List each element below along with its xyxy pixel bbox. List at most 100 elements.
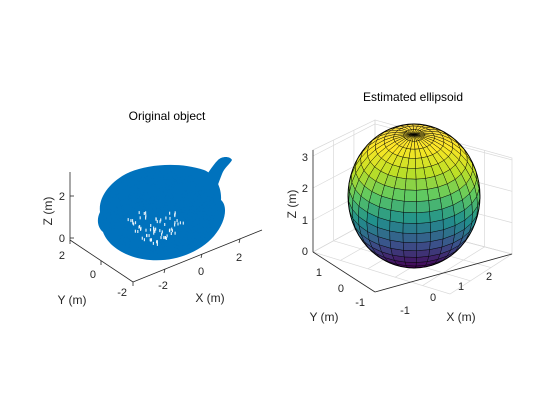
teapot-point (163, 210, 168, 214)
teapot-point (160, 174, 164, 178)
teapot-gap (145, 228, 147, 232)
teapot-point (145, 216, 150, 220)
teapot-point (174, 176, 178, 180)
teapot-point (138, 221, 142, 225)
teapot-point (127, 182, 131, 187)
teapot-point (159, 168, 164, 172)
teapot-point (192, 190, 197, 195)
teapot-point (170, 178, 174, 182)
teapot-point (171, 180, 175, 185)
teapot-point (188, 187, 192, 191)
teapot-point (207, 216, 211, 221)
teapot-point (194, 213, 198, 218)
xlabel-right: X (m) (446, 310, 475, 324)
teapot-point (195, 181, 199, 185)
teapot-point (133, 173, 137, 177)
teapot-point (210, 197, 214, 201)
axis-lines-left (69, 172, 263, 283)
teapot-point (190, 233, 194, 237)
teapot-gap (145, 216, 147, 220)
teapot-gap (165, 237, 167, 240)
y-tick-label-r1: 0 (338, 283, 344, 295)
teapot-gap (134, 229, 136, 233)
teapot-gap (176, 219, 178, 223)
teapot-point (146, 176, 150, 181)
teapot-point (184, 194, 188, 198)
teapot-point (114, 225, 118, 229)
teapot-point (179, 204, 183, 208)
teapot-point (167, 170, 171, 174)
teapot-point (143, 173, 148, 178)
teapot-point (140, 217, 144, 221)
teapot-point (133, 208, 137, 212)
teapot-point (171, 170, 175, 175)
teapot-point-cloud (97, 157, 232, 261)
teapot-point (155, 232, 159, 236)
teapot-gap (146, 234, 148, 238)
teapot-point (213, 218, 217, 222)
zlabel-left: Z (m) (41, 197, 55, 226)
teapot-gap (168, 229, 171, 233)
teapot-gap (153, 231, 155, 235)
teapot-point (126, 201, 130, 205)
ellipsoid-face (402, 222, 418, 234)
teapot-point (115, 234, 119, 238)
teapot-gap (161, 232, 163, 236)
ellipsoid-face (405, 167, 417, 180)
ellipsoid-face (392, 187, 406, 202)
teapot-point (199, 206, 204, 210)
teapot-point (160, 244, 164, 248)
teapot-point (175, 203, 179, 207)
teapot-gap (148, 234, 150, 238)
z-tick-label-r0: 0 (302, 246, 308, 258)
teapot-point (182, 237, 187, 242)
axis-lines-right (312, 150, 513, 293)
ellipsoid-face (416, 241, 431, 251)
x-tick-label-2: 2 (236, 252, 242, 264)
teapot-point (171, 237, 175, 241)
teapot-point (141, 175, 145, 179)
teapot-point (135, 202, 140, 207)
teapot-point (176, 241, 180, 245)
teapot-point (107, 208, 112, 213)
teapot-point (166, 205, 170, 210)
teapot-point (131, 183, 135, 187)
x-tick-neg2 (163, 268, 166, 274)
teapot-point (158, 195, 162, 199)
teapot-point (115, 184, 119, 189)
teapot-gap (140, 227, 142, 231)
teapot-gap (130, 219, 132, 223)
teapot-point (133, 185, 138, 189)
teapot-point (113, 219, 118, 223)
zlabel-right: Z (m) (285, 190, 299, 219)
teapot-point (117, 180, 122, 184)
teapot-point (123, 218, 127, 222)
xlabel-left: X (m) (195, 291, 224, 305)
teapot-point (194, 178, 198, 182)
z-tick-label-r2: 2 (302, 183, 308, 195)
axes-original-object: Original object 0 2 2 0 -2 -2 0 2 Z (m) (41, 109, 263, 307)
teapot-gap (163, 236, 165, 240)
ellipsoid-face (403, 256, 417, 263)
teapot-point (134, 215, 138, 219)
teapot-point (131, 210, 135, 214)
teapot-point (145, 231, 149, 236)
teapot-point (135, 195, 140, 199)
teapot-point (187, 228, 191, 233)
teapot-point (159, 203, 163, 207)
teapot-point (165, 242, 169, 247)
teapot-point (209, 200, 214, 204)
y-tick-label-r2: -1 (355, 297, 365, 309)
teapot-point (119, 219, 123, 224)
teapot-gap (174, 214, 176, 218)
teapot-point (116, 214, 120, 218)
teapot-point (167, 221, 172, 225)
teapot-gap (174, 211, 176, 215)
teapot-point (174, 181, 178, 186)
teapot-gap (150, 224, 152, 227)
teapot-point (208, 211, 213, 216)
title-original-object: Original object (129, 109, 206, 123)
teapot-point (161, 194, 166, 198)
teapot-point (192, 201, 196, 205)
ellipsoid-face (403, 250, 417, 258)
